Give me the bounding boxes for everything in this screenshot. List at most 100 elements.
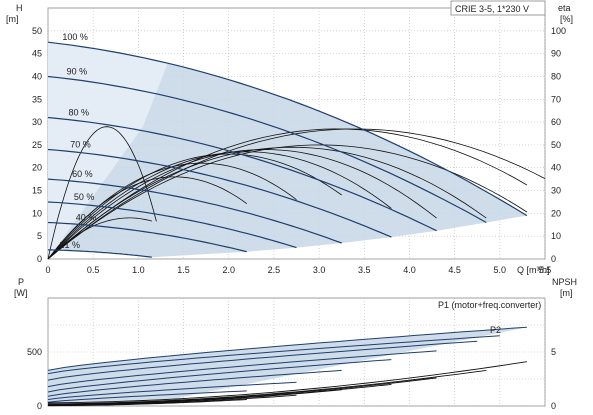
efficiency-curve	[47, 176, 248, 260]
eta-tick-label: 10	[551, 231, 561, 241]
p1-legend-label: P1 (motor+freq.converter)	[438, 300, 541, 310]
speed-curve	[47, 116, 437, 232]
x-tick-label: 4.5	[448, 265, 461, 275]
x-tick-label: 4.0	[403, 265, 416, 275]
title-box	[450, 0, 546, 16]
speed-curve	[47, 41, 528, 217]
chart-title: CRIE 3-5, 1*230 V	[455, 4, 529, 14]
power-curve	[47, 340, 478, 381]
head-axis-label-line1: H	[16, 3, 23, 13]
speed-curve	[47, 148, 392, 238]
p2-legend-label: P2	[490, 325, 501, 335]
eta-tick-label: 20	[551, 208, 561, 218]
head-tick-label: 45	[32, 49, 42, 59]
head-tick-label: 25	[32, 140, 42, 150]
eta-y-tick-labels: 0 10 20 30 40 50 60 70 80 90 100	[551, 26, 566, 264]
head-tick-label: 5	[37, 231, 42, 241]
head-y-tick-labels: 0 5 10 15 20 25 30 35 40 45 50	[32, 26, 42, 264]
head-tick-label: 50	[32, 26, 42, 36]
x-tick-label: 0	[45, 265, 50, 275]
efficiency-curve	[47, 149, 437, 260]
speed-curve-label: 21 %	[60, 240, 81, 250]
speed-curve-label: 60 %	[72, 169, 93, 179]
power-curve	[47, 390, 247, 403]
eta-axis-label-line2: [%]	[560, 14, 573, 24]
power-curve	[47, 335, 500, 375]
power-axis-label-line2: [W]	[14, 288, 28, 298]
npsh-tick-label: 0	[551, 401, 556, 411]
efficiency-curves	[47, 126, 546, 260]
eta-tick-label: 80	[551, 71, 561, 81]
head-tick-label: 15	[32, 186, 42, 196]
x-axis-label: Q [m³/h]	[517, 265, 550, 275]
speed-curve	[47, 75, 487, 224]
npsh-curves	[47, 361, 527, 407]
x-tick-label: 1.5	[177, 265, 190, 275]
eta-tick-label: 30	[551, 186, 561, 196]
x-tick-label: 3.0	[313, 265, 326, 275]
speed-curve-label: 100 %	[62, 32, 88, 42]
power-curve	[47, 381, 297, 400]
efficiency-curve	[47, 128, 546, 260]
speed-curve	[47, 201, 297, 249]
power-curves	[47, 326, 527, 406]
npsh-y-tick-labels: 05	[551, 347, 556, 411]
x-tick-label: 2.0	[222, 265, 235, 275]
power-curve	[47, 326, 527, 371]
npsh-curve	[47, 377, 437, 405]
power-curve	[47, 359, 392, 393]
power-tick-label: 500	[27, 347, 42, 357]
x-tick-label: 5.0	[494, 265, 507, 275]
power-tick-label: 0	[37, 401, 42, 411]
eta-tick-label: 70	[551, 94, 561, 104]
speed-curve	[47, 178, 342, 244]
x-tick-label: 5.5	[539, 265, 552, 275]
head-tick-label: 0	[37, 254, 42, 264]
eta-tick-label: 40	[551, 163, 561, 173]
npsh-curve	[48, 369, 487, 405]
npsh-curve	[47, 361, 527, 404]
efficiency-curve	[47, 153, 342, 260]
head-tick-label: 35	[32, 94, 42, 104]
head-tick-label: 10	[32, 208, 42, 218]
efficiency-curve	[47, 146, 487, 260]
npsh-axis-label-line1: NPSH	[552, 277, 577, 287]
efficiency-curve	[47, 151, 392, 260]
speed-curve-label: 80 %	[68, 108, 89, 118]
speed-curve-labels: 100 % 90 % 80 % 70 % 60 % 50 % 40 % 21 %	[60, 32, 97, 250]
npsh-tick-label: 5	[551, 347, 556, 357]
head-chart: 100 % 90 % 80 % 70 % 60 % 50 % 40 % 21 % 0 0.5 1.…	[6, 0, 573, 275]
speed-curve-label: 90 %	[67, 66, 88, 76]
power-axis-label-line1: P	[18, 277, 24, 287]
head-tick-label: 40	[32, 71, 42, 81]
speed-curve-label: 40 %	[76, 212, 97, 222]
eta-tick-label: 100	[551, 26, 566, 36]
x-tick-label: 3.5	[358, 265, 371, 275]
x-tick-label: 0.5	[87, 265, 100, 275]
power-curve	[47, 350, 437, 388]
head-tick-label: 30	[32, 117, 42, 127]
efficiency-curve	[47, 126, 157, 260]
speed-curves	[47, 41, 528, 258]
speed-curve	[47, 221, 247, 253]
operating-range-light-area	[48, 42, 168, 260]
speed-curve	[48, 249, 152, 258]
x-tick-label: 2.5	[268, 265, 281, 275]
eta-tick-label: 50	[551, 140, 561, 150]
npsh-curve	[48, 399, 247, 407]
eta-tick-label: 60	[551, 117, 561, 127]
eta-axis-label-line1: eta	[558, 3, 571, 13]
npsh-axis-label-line2: [m]	[560, 288, 573, 298]
head-x-tick-labels: 0 0.5 1.0 1.5 2.0 2.5 3.0 3.5 4.0 4.5 5.0 5.5	[45, 265, 551, 275]
eta-tick-label: 90	[551, 49, 561, 59]
power-curve	[47, 369, 342, 397]
efficiency-curve	[47, 128, 528, 260]
x-tick-label: 1.0	[132, 265, 145, 275]
speed-curve-label: 70 %	[70, 139, 91, 149]
power-y-tick-labels: 0 500	[27, 347, 42, 411]
eta-tick-label: 0	[551, 254, 556, 264]
head-tick-label: 20	[32, 163, 42, 173]
speed-curve-label: 50 %	[74, 192, 95, 202]
